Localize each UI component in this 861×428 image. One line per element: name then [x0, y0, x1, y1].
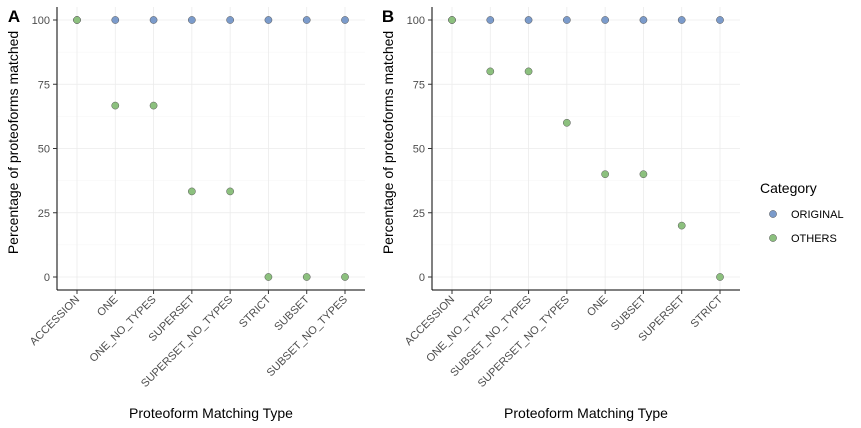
x-tick-label: ACCESSION [28, 294, 82, 348]
point-others [601, 170, 609, 179]
point-others [341, 273, 349, 281]
y-tick-label: 25 [413, 208, 425, 220]
point-original [341, 16, 349, 24]
y-tick-label: 0 [44, 272, 50, 284]
point-original [188, 16, 196, 24]
y-tick-label: 50 [38, 144, 50, 156]
point-others [524, 67, 533, 76]
point-original [264, 16, 273, 24]
y-axis-title: Percentage of proteoforms matched [5, 31, 21, 254]
legend-label-others: OTHERS [791, 233, 837, 245]
point-others [716, 273, 724, 281]
point-others [302, 273, 311, 281]
point-others [73, 16, 81, 24]
legend-title: Category [760, 180, 817, 196]
x-tick-label: ONE_NO_TYPES [424, 294, 495, 365]
x-axis-title: Proteoform Matching Type [129, 405, 293, 421]
panel-b: 0255075100ACCESSIONONE_NO_TYPESSUBSET_NO… [380, 7, 740, 421]
legend-label-original: ORIGINAL [791, 209, 844, 221]
x-tick-label: ONE [585, 294, 610, 319]
x-tick-label: SUBSET [272, 293, 312, 333]
y-tick-label: 75 [38, 79, 50, 91]
y-tick-label: 50 [413, 144, 425, 156]
legend-key-others [769, 234, 777, 242]
point-original [524, 16, 533, 24]
y-tick-label: 0 [419, 272, 425, 284]
point-others [677, 221, 686, 230]
y-axis-title: Percentage of proteoforms matched [380, 31, 396, 254]
point-others [563, 118, 571, 127]
point-original [111, 16, 120, 24]
point-others [486, 67, 495, 76]
point-original [601, 16, 609, 24]
legend: Category ORIGINAL OTHERS [760, 180, 844, 245]
y-tick-label: 75 [413, 79, 425, 91]
x-axis-title: Proteoform Matching Type [504, 405, 668, 421]
point-original [302, 16, 311, 24]
point-others [226, 187, 234, 196]
point-original [226, 16, 234, 24]
point-others [111, 101, 120, 110]
x-tick-label: ONE [95, 294, 120, 319]
panel-label: B [382, 7, 394, 26]
x-tick-label: STRICT [237, 293, 274, 330]
point-others [188, 187, 196, 196]
y-tick-label: 100 [32, 15, 50, 27]
point-original [486, 16, 495, 24]
y-tick-label: 100 [407, 15, 425, 27]
x-tick-label: ONE_NO_TYPES [88, 294, 159, 365]
point-original [677, 16, 686, 24]
legend-key-original [769, 210, 777, 218]
point-original [639, 16, 648, 24]
point-original [563, 16, 571, 24]
point-others [149, 101, 158, 110]
x-tick-label: SUBSET [609, 293, 649, 333]
point-others [448, 16, 456, 24]
point-original [149, 16, 158, 24]
y-tick-label: 25 [38, 208, 50, 220]
point-others [639, 170, 648, 179]
point-others [264, 273, 273, 281]
x-tick-label: STRICT [689, 293, 726, 330]
panel-label: A [8, 7, 20, 26]
point-original [716, 16, 724, 24]
